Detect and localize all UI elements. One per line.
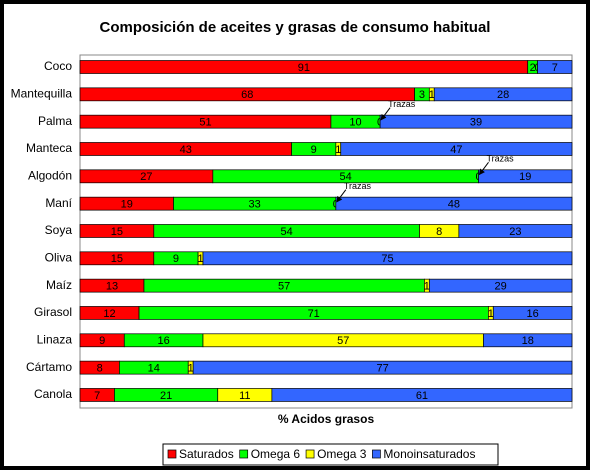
data-label: 8 — [436, 226, 442, 238]
legend-label: Saturados — [179, 447, 234, 461]
bar-segment — [192, 360, 573, 375]
annotation-arrow — [380, 107, 391, 121]
legend-swatch — [372, 449, 381, 459]
x-axis-label: % Acidos grasos — [278, 412, 375, 426]
bar-segment — [335, 196, 573, 211]
data-label: 28 — [497, 89, 509, 101]
data-label: 29 — [495, 281, 507, 293]
data-label: 68 — [241, 89, 253, 101]
data-label: 16 — [527, 308, 539, 320]
data-label: 23 — [509, 226, 521, 238]
data-label: 18 — [522, 335, 534, 347]
data-label: 2 — [530, 62, 536, 74]
data-label: 1 — [335, 144, 341, 156]
annotation-arrow — [478, 162, 489, 176]
y-tick-label: Palma — [38, 114, 72, 128]
y-tick-label: Maíz — [46, 278, 72, 292]
data-label: 8 — [97, 363, 103, 375]
y-tick-label: Canola — [34, 387, 72, 401]
data-label: 39 — [470, 117, 482, 129]
data-label: 15 — [111, 253, 123, 265]
data-label: 9 — [311, 144, 317, 156]
bar-segment — [458, 224, 573, 238]
data-label: 54 — [340, 171, 352, 183]
legend-label: Omega 3 — [317, 447, 367, 461]
bar-segment — [340, 142, 573, 156]
data-label: 54 — [281, 226, 293, 238]
legend-swatch — [167, 449, 177, 459]
bar-segment — [271, 388, 573, 402]
bar-segment — [202, 251, 573, 266]
data-label: 3 — [419, 89, 425, 101]
annotation: Trazas — [388, 99, 416, 109]
data-label: 91 — [298, 62, 310, 74]
data-label: 14 — [148, 363, 160, 375]
data-label: 9 — [99, 335, 105, 347]
data-label: 48 — [448, 199, 460, 211]
data-label: 7 — [94, 390, 100, 402]
annotation: Trazas — [344, 181, 372, 191]
y-tick-label: Coco — [44, 59, 72, 73]
y-tick-label: Oliva — [45, 250, 73, 264]
data-label: 57 — [278, 281, 290, 293]
bar-segment — [428, 278, 573, 293]
data-label: 10 — [349, 117, 361, 129]
chart-title: Composición de aceites y grasas de consu… — [100, 19, 491, 36]
data-label: 1 — [197, 253, 203, 265]
legend-label: Omega 6 — [251, 447, 301, 461]
data-label: 1 — [488, 308, 494, 320]
data-label: 9 — [173, 253, 179, 265]
bar-segment — [478, 169, 573, 184]
y-tick-label: Manteca — [26, 141, 72, 155]
legend — [162, 443, 499, 466]
data-label: 47 — [450, 144, 462, 156]
y-tick-label: Linaza — [37, 332, 73, 346]
data-label: 1 — [188, 363, 194, 375]
annotation: Trazas — [487, 154, 515, 164]
y-tick-label: Maní — [45, 196, 72, 210]
data-label: 71 — [308, 308, 320, 320]
legend-swatch — [305, 449, 315, 459]
data-label: 1 — [424, 281, 430, 293]
data-label: 19 — [519, 171, 531, 183]
data-label: 57 — [337, 335, 349, 347]
data-label: 13 — [106, 281, 118, 293]
y-tick-label: Girasol — [34, 305, 72, 319]
bar-segment — [537, 60, 573, 74]
data-label: 12 — [103, 308, 115, 320]
data-label: 27 — [140, 171, 152, 183]
data-label: 1 — [429, 89, 435, 101]
data-label: 15 — [111, 226, 123, 238]
data-label: 11 — [239, 390, 250, 402]
data-label: 33 — [249, 199, 261, 211]
annotation-arrow — [336, 189, 347, 203]
legend-label: Monoinsaturados — [383, 447, 475, 461]
bar-segment — [379, 114, 573, 129]
data-label: 77 — [376, 363, 388, 375]
y-tick-label: Mantequilla — [11, 87, 73, 101]
legend-swatch — [239, 449, 249, 459]
data-label: 21 — [160, 390, 172, 402]
data-label: 43 — [180, 144, 192, 156]
data-label: 19 — [121, 199, 133, 211]
bar-segment — [433, 87, 573, 102]
y-tick-label: Cártamo — [26, 360, 72, 374]
data-label: 61 — [416, 390, 428, 402]
bar-segment — [483, 333, 573, 348]
data-label: 51 — [199, 117, 211, 129]
y-tick-label: Soya — [45, 223, 73, 237]
data-label: 7 — [552, 62, 558, 74]
y-tick-label: Algodón — [28, 168, 72, 182]
bar-segment — [492, 306, 573, 320]
data-label: 16 — [158, 335, 170, 347]
data-label: 75 — [381, 253, 393, 265]
